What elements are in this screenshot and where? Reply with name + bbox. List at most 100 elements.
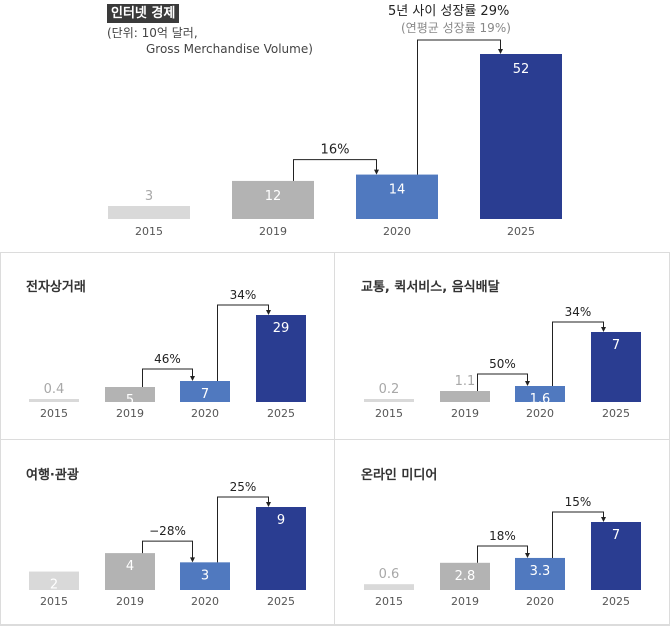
arrowhead-icon (601, 517, 606, 522)
bar-2025 (591, 522, 641, 590)
arrowhead-icon (525, 381, 530, 386)
value-label-2019: 2.8 (455, 569, 476, 584)
arrowhead-icon (190, 557, 195, 563)
category-label-2025: 2025 (602, 595, 630, 608)
category-label-2020: 2020 (526, 595, 554, 608)
unit-label-gmv: Gross Merchandise Volume) (146, 42, 313, 56)
arrowhead-icon (266, 502, 271, 507)
category-label-2020: 2020 (191, 595, 219, 608)
category-label-2025: 2025 (267, 407, 295, 420)
growth-arrow-2019-2020 (293, 159, 377, 181)
category-label-2019: 2019 (116, 595, 144, 608)
panel-title: 온라인 미디어 (361, 468, 438, 483)
growth-label-2019-2020: 50% (489, 357, 516, 371)
main-chart-title: 인터넷 경제 (107, 4, 180, 23)
growth-label-2020-2025: 25% (230, 480, 257, 494)
bar-2019 (105, 387, 155, 402)
bar-2019 (440, 391, 490, 402)
category-label-2020: 2020 (383, 225, 411, 238)
arrowhead-icon (498, 49, 503, 54)
bar-2025 (256, 315, 306, 402)
growth-arrow-2020-2025 (217, 304, 269, 381)
growth-arrow-2019-2020 (142, 368, 193, 387)
growth-label-2020-2025: 34% (565, 305, 592, 319)
value-label-2019: 12 (265, 189, 282, 204)
arrowhead-icon (525, 552, 530, 558)
value-label-2015: 0.6 (379, 567, 400, 582)
value-label-2025: 7 (612, 528, 620, 543)
panel-title: 전자상거래 (26, 280, 86, 295)
growth-arrow-2019-2020 (142, 540, 193, 559)
bar-2020 (515, 557, 565, 590)
category-label-2019: 2019 (116, 407, 144, 420)
category-label-2015: 2015 (375, 595, 403, 608)
category-label-2015: 2015 (40, 407, 68, 420)
value-label-2019: 4 (126, 559, 134, 574)
category-label-2020: 2020 (191, 407, 219, 420)
growth-arrow-2019-2020 (477, 545, 528, 563)
value-label-2020: 3 (201, 568, 209, 583)
bar-2025 (591, 332, 641, 402)
travel-bar-chart: 2 2015 4 2019 3 2020 9 2025 −28% 25% (29, 480, 306, 608)
bar-2015 (29, 399, 79, 402)
bar-2025 (480, 54, 562, 219)
bar-2025 (256, 507, 306, 590)
value-label-2019: 5 (126, 393, 134, 408)
bar-2020 (515, 386, 565, 402)
bar-2020 (180, 381, 230, 402)
panel-travel: 여행·관광 2 2015 4 2019 3 2020 9 2025 −28% 25% (0, 440, 334, 627)
category-label-2015: 2015 (135, 225, 163, 238)
growth-label-2019-2020: 46% (154, 352, 181, 366)
growth-arrow-2020-2025 (552, 321, 604, 386)
bar-2019 (232, 180, 314, 219)
bar-2015 (29, 571, 79, 590)
category-label-2025: 2025 (267, 595, 295, 608)
value-label-2025: 29 (273, 321, 290, 336)
panel-title: 교통, 퀵서비스, 음식배달 (361, 280, 500, 295)
bar-2019 (440, 562, 490, 590)
arrowhead-icon (374, 169, 379, 175)
category-label-2025: 2025 (507, 225, 535, 238)
panel-transport-food: 교통, 퀵서비스, 음식배달 0.2 2015 1.1 2019 1.6 2020 7 202… (335, 252, 669, 439)
value-label-2015: 0.2 (379, 382, 400, 397)
growth-label-2019-2020: −28% (149, 524, 186, 538)
bar-2015 (364, 584, 414, 590)
bar-2020 (180, 562, 230, 590)
bar-2015 (364, 399, 414, 402)
value-label-2015: 2 (50, 578, 58, 593)
arrowhead-icon (266, 310, 271, 315)
growth-label-2019-2020: 16% (321, 143, 350, 158)
main-chart-internet-economy: 인터넷 경제 (단위: 10억 달러, Gross Merchandise Vo… (0, 0, 670, 252)
value-label-2019: 1.1 (455, 374, 476, 389)
cagr-label: (연평균 성장률 19%) (401, 21, 511, 35)
panel-title: 여행·관광 (26, 468, 79, 483)
bar-2019 (105, 553, 155, 590)
category-label-2025: 2025 (602, 407, 630, 420)
category-label-2019: 2019 (259, 225, 287, 238)
growth-arrow-2020-2025 (417, 39, 501, 175)
arrowhead-icon (601, 327, 606, 332)
category-label-2020: 2020 (526, 407, 554, 420)
growth-arrow-2019-2020 (477, 373, 528, 391)
category-label-2019: 2019 (451, 407, 479, 420)
arrowhead-icon (190, 376, 195, 381)
panel-online-media: 온라인 미디어 0.6 2015 2.8 2019 3.3 2020 7 2025 18% 15% (335, 440, 669, 627)
value-label-2025: 7 (612, 338, 620, 353)
category-label-2019: 2019 (451, 595, 479, 608)
category-label-2015: 2015 (375, 407, 403, 420)
value-label-2020: 7 (201, 387, 209, 402)
growth-arrow-2020-2025 (217, 496, 269, 563)
panel-ecommerce: 전자상거래 0.4 2015 5 2019 7 2020 29 2025 46% 34% (0, 252, 334, 439)
value-label-2015: 0.4 (44, 382, 65, 397)
value-label-2015: 3 (145, 189, 153, 204)
category-label-2015: 2015 (40, 595, 68, 608)
value-label-2020: 14 (389, 183, 406, 198)
panel-divider-horizontal (0, 439, 670, 440)
growth-label-2020-2025: 15% (565, 495, 592, 509)
growth-label-2019-2020: 18% (489, 529, 516, 543)
growth-label-2020-2025: 34% (230, 288, 257, 302)
growth-arrow-2020-2025 (552, 511, 604, 558)
value-label-2025: 9 (277, 513, 285, 528)
